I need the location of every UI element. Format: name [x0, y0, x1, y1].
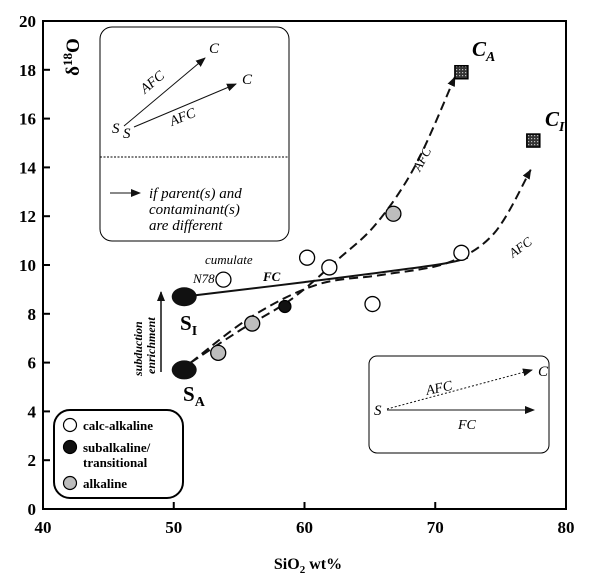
- y-tick-label: 20: [19, 12, 36, 31]
- y-tick-label: 4: [28, 402, 37, 421]
- inset-bottom-s: S: [374, 403, 382, 419]
- end-member-label-si: SI: [180, 311, 197, 339]
- point-calc-alkaline: [298, 249, 316, 266]
- y-tick-label: 16: [19, 110, 36, 129]
- axis-ticks: 40 50 60 70 80 0 2 4 6 8 10 12 14 16 18 20: [19, 12, 575, 537]
- end-member-label-sa: SA: [183, 382, 206, 410]
- legend-label-subalkaline: subalkaline/ transitional: [83, 440, 153, 470]
- inset-bottom-afc-arrow: [386, 368, 533, 410]
- y-tick-label: 18: [19, 61, 36, 80]
- inset-top-note-3: are different: [149, 218, 223, 234]
- y-tick-label: 14: [19, 158, 37, 177]
- afc-lower-label: AFC: [505, 234, 535, 261]
- inset-top-c-2: C: [242, 72, 253, 88]
- enrichment-label-line1: subduction: [131, 321, 145, 377]
- data-points: [210, 205, 470, 361]
- inset-bottom-box: [368, 355, 550, 454]
- inset-top-s-1: S: [112, 121, 120, 137]
- end-members: [171, 64, 541, 380]
- legend: calc-alkaline subalkaline/ transitional …: [53, 409, 184, 499]
- point-calc-alkaline: [321, 259, 338, 276]
- x-tick-label: 80: [558, 518, 575, 537]
- fc-curve-label: FC: [262, 269, 281, 284]
- x-tick-label: 60: [296, 518, 313, 537]
- inset-top-arrow-2: [133, 83, 237, 128]
- inset-top-note-1: if parent(s) and: [149, 186, 242, 202]
- enrichment-label-line2: enrichment: [144, 317, 158, 374]
- inset-top-arrow-1: [123, 57, 206, 127]
- legend-marker-alkaline: [62, 475, 78, 491]
- inset-top-note-2: contaminant(s): [149, 202, 240, 218]
- inset-top-c-1: C: [209, 41, 220, 57]
- legend-label-alkaline: alkaline: [83, 476, 127, 491]
- inset-bottom-afc: AFC: [424, 379, 455, 400]
- end-member-label-ci: CI: [545, 107, 565, 135]
- point-calc-alkaline: [364, 295, 381, 313]
- point-alkaline: [385, 205, 402, 222]
- fc-curve: [193, 256, 469, 297]
- inset-bottom: AFC FC C S: [368, 355, 550, 454]
- point-alkaline: [210, 344, 227, 361]
- x-axis-label: SiO2 wt%: [274, 556, 342, 576]
- end-member-c-i: [526, 133, 541, 148]
- cumulate-label: cumulate: [205, 252, 253, 267]
- y-tick-label: 10: [19, 256, 36, 275]
- point-calc-alkaline: [453, 244, 470, 261]
- y-tick-label: 0: [28, 500, 37, 519]
- inset-top-s-2: S: [123, 126, 131, 142]
- y-tick-label: 2: [28, 451, 37, 470]
- x-tick-label: 50: [165, 518, 182, 537]
- end-member-c-a: [454, 64, 469, 80]
- x-tick-label: 40: [35, 518, 52, 537]
- end-member-s-i: [171, 287, 197, 307]
- y-tick-label: 6: [28, 354, 37, 373]
- point-subalkaline: [278, 299, 292, 314]
- inset-bottom-fc: FC: [457, 418, 477, 433]
- point-calc-alkaline: [215, 271, 232, 288]
- y-axis-label: δ18O: [60, 38, 84, 76]
- legend-box: [53, 409, 184, 499]
- inset-bottom-c: C: [538, 364, 549, 380]
- legend-marker-subalkaline: [62, 439, 78, 455]
- y-tick-label: 8: [28, 305, 37, 324]
- legend-marker-calc-alkaline: [62, 417, 78, 433]
- afc-curve-1: [190, 76, 456, 364]
- inset-top: AFC AFC C C S S if parent(s) and contami…: [99, 26, 290, 242]
- end-member-label-ca: CA: [472, 37, 495, 65]
- y-tick-label: 12: [19, 207, 36, 226]
- x-tick-label: 70: [427, 518, 444, 537]
- n78-label: N78: [192, 271, 215, 286]
- legend-label-calc-alkaline: calc-alkaline: [83, 418, 153, 433]
- end-member-s-a: [171, 360, 197, 380]
- inset-top-box: [99, 26, 290, 242]
- point-alkaline: [244, 315, 261, 332]
